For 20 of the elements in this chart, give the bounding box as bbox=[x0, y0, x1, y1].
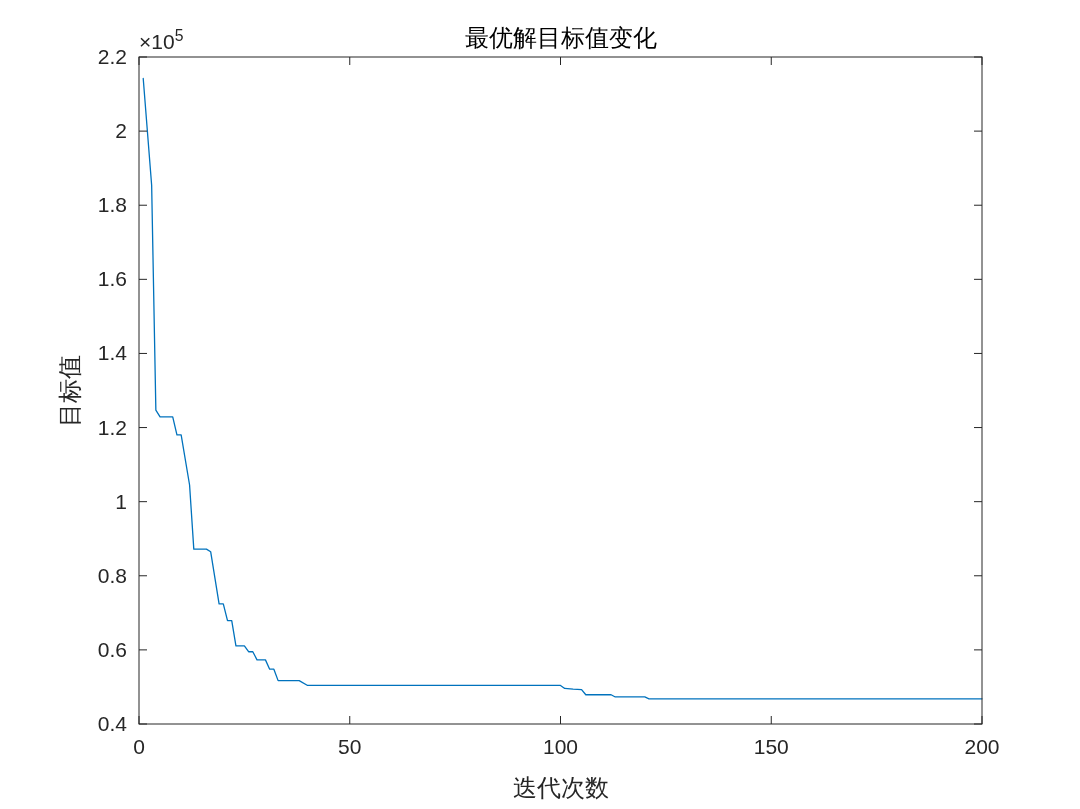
x-tick-label: 100 bbox=[542, 735, 579, 758]
y-tick-label: 2 bbox=[115, 119, 127, 143]
y-tick-label: 0.4 bbox=[97, 712, 128, 735]
text: ×10$^{5}$ bbox=[139, 26, 184, 53]
y-tick-label: 0.6 bbox=[97, 637, 127, 661]
x-axis-title: 迭代次数 bbox=[512, 774, 609, 801]
x-tick-label: 200 bbox=[964, 735, 1000, 758]
x-tick-label: 50 bbox=[338, 735, 362, 758]
x-tick-label: 150 bbox=[753, 735, 789, 758]
x-tick-label: 0 bbox=[133, 735, 145, 758]
y-tick-label: 1.8 bbox=[97, 193, 127, 217]
y-tick-label: 1.6 bbox=[97, 267, 127, 291]
y-tick-label: 0.8 bbox=[97, 563, 127, 587]
y-tick-label: 1 bbox=[115, 489, 127, 513]
y-tick-label: 2.2 bbox=[97, 45, 127, 68]
y-tick-label: 1.4 bbox=[97, 341, 128, 365]
chart-title: 最优解目标值变化 bbox=[464, 24, 657, 51]
line-series bbox=[142, 77, 983, 700]
y-axis-title: 目标值 bbox=[56, 354, 83, 427]
y-tick-label: 1.2 bbox=[97, 415, 127, 439]
